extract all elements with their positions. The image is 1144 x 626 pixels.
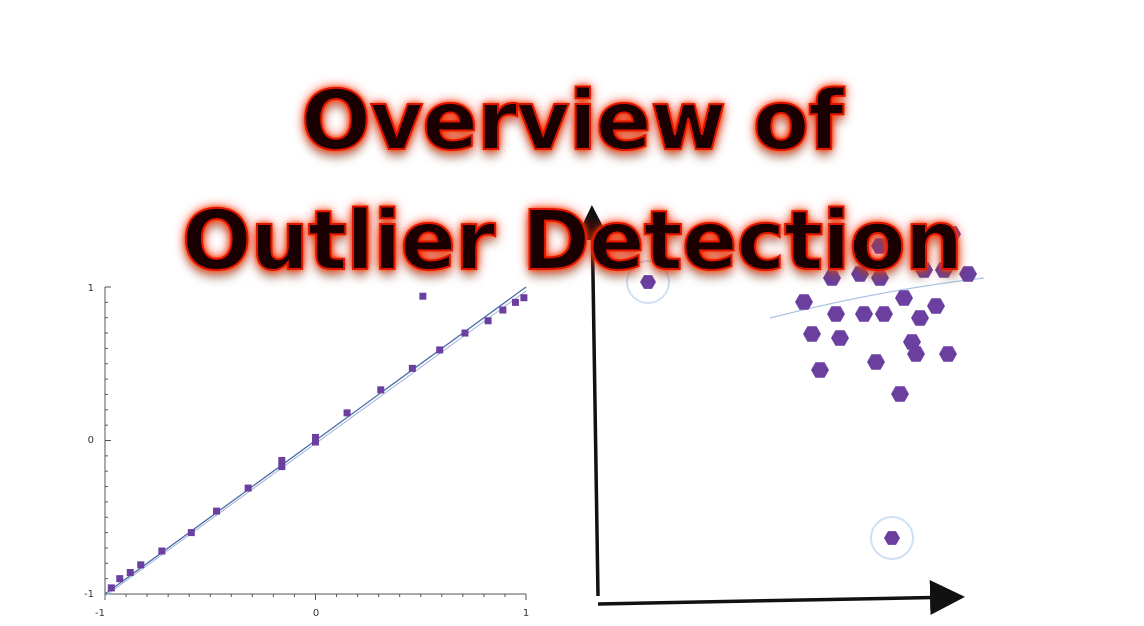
chart2-cluster-point: [827, 306, 845, 322]
chart1-data-point: [158, 547, 166, 555]
chart1-data-point: [520, 294, 528, 302]
chart2-cluster-point: [939, 346, 957, 362]
x-tick-label-min: -1: [95, 608, 105, 619]
chart1-data-point: [137, 561, 145, 569]
chart2-cluster-point: [831, 330, 849, 346]
chart2-points: [626, 226, 977, 560]
chart2-cluster-point: [927, 298, 945, 314]
chart1-data-point: [312, 433, 319, 441]
chart1-data-point: [278, 463, 286, 471]
title-line-2: Outlier Detection: [181, 193, 964, 290]
chart1-ticks: [104, 286, 527, 600]
y-tick-label-max: 1: [88, 283, 94, 294]
chart2-cluster-point: [903, 334, 921, 350]
chart2-cluster-point: [875, 306, 893, 322]
chart1-data-point: [436, 346, 444, 354]
chart2-boundary-arc: [769, 277, 985, 319]
chart2-cluster-point: [959, 266, 977, 282]
x-tick-label-mid: 0: [313, 608, 319, 619]
chart1-data-point: [278, 456, 286, 464]
chart2-cluster-point: [803, 326, 821, 342]
chart2-cluster-point: [895, 290, 913, 306]
chart1-data-point: [408, 364, 416, 372]
chart1-data-point: [343, 409, 351, 417]
chart2-cluster-point: [911, 310, 929, 326]
chart2-y-axis-arrow: [574, 205, 610, 597]
chart2-cluster-point: [935, 262, 953, 278]
chart1-data-point: [126, 569, 134, 577]
chart2-axes: [574, 205, 965, 616]
chart1-data-point: [499, 306, 507, 314]
chart2-decoration: [769, 277, 985, 319]
chart1-data-point: [377, 386, 385, 394]
chart1-data-point: [484, 317, 492, 325]
chart2-cluster-point: [795, 294, 813, 310]
chart1-data-point: [461, 329, 469, 337]
chart2-cluster-point: [871, 238, 889, 254]
chart2-outlier-point: [884, 531, 900, 545]
chart1-points: [107, 292, 528, 592]
title-line-1: Overview of: [300, 73, 845, 170]
chart2-cluster-point: [811, 362, 829, 378]
chart2-cluster-point: [871, 270, 889, 286]
chart1-data-point: [107, 584, 115, 592]
chart1-data-point: [213, 507, 221, 515]
chart2-x-axis-arrow: [597, 580, 965, 616]
chart1-data-point: [116, 575, 124, 583]
chart1-data-point: [312, 438, 319, 446]
chart1-outlier-point: [419, 292, 427, 300]
chart2-cluster-point: [915, 262, 933, 278]
chart1-data-point: [187, 529, 195, 537]
chart2-cluster-point: [855, 306, 873, 322]
chart1-tick-labels: -1 0 1 1 0 -1: [84, 283, 529, 619]
x-tick-label-max: 1: [523, 608, 529, 619]
chart2-outlier-ring: [870, 516, 914, 560]
chart2-cluster-point: [891, 386, 909, 402]
chart2-cluster-point: [851, 266, 869, 282]
y-tick-label-min: -1: [84, 589, 94, 600]
chart1-data-point: [244, 484, 252, 492]
chart2-cluster-point: [867, 354, 885, 370]
chart2-cluster-point: [907, 346, 925, 362]
chart1-data-point: [511, 298, 519, 306]
chart2-outlier-ring: [626, 260, 670, 304]
chart2-cluster-point: [823, 270, 841, 286]
y-tick-label-mid: 0: [88, 435, 94, 446]
chart2-outlier-point: [640, 275, 656, 289]
chart2-cluster-point: [943, 226, 961, 242]
